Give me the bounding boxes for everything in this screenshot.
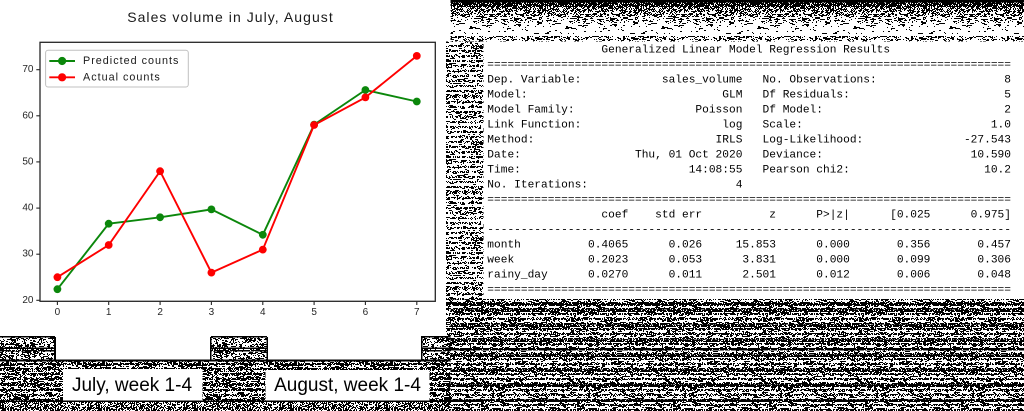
svg-text:Dep. Variable: sale: Dep. Variable: sales_volume No. Observat… — [487, 75, 1011, 87]
svg-text:40: 40 — [22, 203, 34, 214]
svg-text:==============================: ========================================… — [487, 195, 1011, 207]
svg-text:month 0.4065 0.0: month 0.4065 0.026 15.853 0.000 0.356 0.… — [487, 240, 1011, 252]
svg-text:July, week 1-4: July, week 1-4 — [72, 375, 192, 396]
svg-text:4: 4 — [260, 307, 266, 318]
svg-text:==============================: ========================================… — [487, 285, 1011, 297]
svg-text:3: 3 — [209, 307, 215, 318]
svg-text:Predicted counts: Predicted counts — [83, 55, 179, 67]
svg-text:5: 5 — [311, 307, 317, 318]
svg-text:Sales volume in July, August: Sales volume in July, August — [127, 9, 334, 25]
svg-text:7: 7 — [414, 307, 420, 318]
svg-text:30: 30 — [22, 249, 34, 260]
svg-text:Actual counts: Actual counts — [83, 71, 161, 83]
svg-text:------------------------------: ----------------------------------------… — [487, 225, 1011, 237]
svg-text:20: 20 — [22, 295, 34, 306]
svg-text:Date: Thu, 01: Date: Thu, 01 Oct 2020 Deviance: 10.590 — [487, 150, 1011, 162]
svg-text:50: 50 — [22, 156, 34, 167]
svg-text:Generalized Linear Model Regre: Generalized Linear Model Regression Resu… — [487, 45, 890, 57]
svg-text:No. Iterations:: No. Iterations: 4 — [487, 180, 742, 192]
svg-text:0: 0 — [55, 307, 61, 318]
svg-text:August, week 1-4: August, week 1-4 — [274, 375, 421, 396]
svg-text:2: 2 — [157, 307, 163, 318]
svg-text:Time:: Time: 14:08:55 Pearson chi2: 10.2 — [487, 165, 1011, 177]
svg-text:==============================: ========================================… — [487, 60, 1011, 72]
svg-text:6: 6 — [363, 307, 369, 318]
svg-text:70: 70 — [22, 64, 34, 75]
svg-text:Link Function:: Link Function: log Scale: 1.0 — [487, 120, 1011, 132]
svg-text:coef std err z: coef std err z P>|z| [0.025 0.975] — [487, 210, 1011, 222]
svg-text:Model Family:: Model Family: Poisson Df Model: 2 — [487, 105, 1011, 117]
svg-text:Method:: Method: IRLS Log-Likelihood: -27.543 — [487, 135, 1011, 147]
svg-text:rainy_day 0.0270 0.0: rainy_day 0.0270 0.011 2.501 0.012 0.006… — [487, 270, 1011, 282]
svg-text:week 0.2023 0.0: week 0.2023 0.053 3.831 0.000 0.099 0.30… — [487, 255, 1011, 267]
svg-text:Model:: Model: GLM Df Residuals: 5 — [487, 90, 1011, 102]
svg-text:60: 60 — [22, 110, 34, 121]
svg-text:1: 1 — [106, 307, 112, 318]
